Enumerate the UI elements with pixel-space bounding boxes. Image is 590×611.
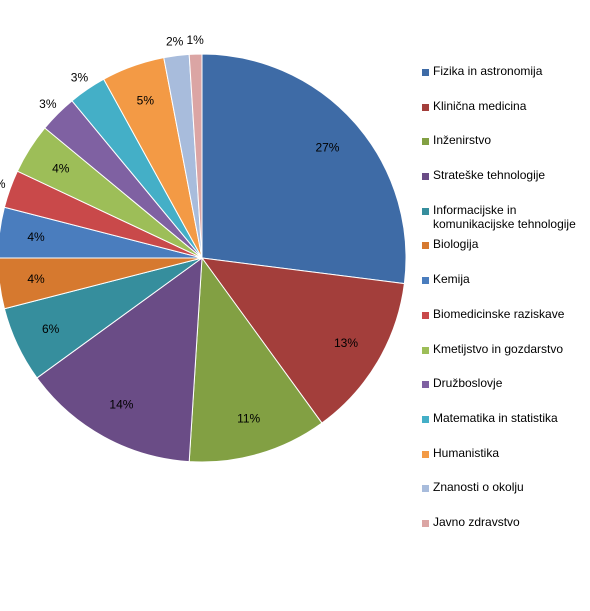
legend-swatch bbox=[422, 381, 429, 389]
pie-slice-javno-zdravstvo bbox=[188, 53, 203, 259]
pie-data-label-znanosti-o-okolju: 2% bbox=[166, 35, 184, 49]
pie-slice-biologija bbox=[0, 257, 203, 310]
legend-item-biologija: Biologija bbox=[422, 237, 590, 272]
legend-item-fizika-in-astronomija: Fizika in astronomija bbox=[422, 64, 590, 99]
legend-swatch bbox=[422, 415, 429, 423]
legend-swatch bbox=[422, 69, 429, 76]
legend-swatch bbox=[422, 242, 429, 250]
chart-legend: Fizika in astronomija Klinična medicina In… bbox=[422, 64, 590, 550]
pie-data-label-javno-zdravstvo: 1% bbox=[186, 33, 204, 47]
legend-swatch bbox=[422, 173, 429, 181]
pie-data-label-kmetijstvo-in-gozdarstvo: 4% bbox=[52, 161, 70, 175]
legend-swatch bbox=[422, 138, 429, 146]
legend-label: Znanosti o okolju bbox=[433, 480, 524, 495]
legend-label: Kmetijstvo in gozdarstvo bbox=[433, 341, 564, 356]
legend-swatch bbox=[422, 519, 429, 527]
legend-label: Biomedicinske raziskave bbox=[433, 306, 565, 321]
legend-swatch bbox=[422, 103, 429, 111]
legend-item-znanosti-o-okolju: Znanosti o okolju bbox=[422, 480, 590, 515]
pie-data-labels: 27% 13% 11% 14% 6% 4% 4% 3% 4% 3% 3% 5% 2%1% bbox=[0, 33, 358, 426]
legend-swatch bbox=[422, 450, 429, 458]
pie-data-label-druzboslovje: 3% bbox=[39, 97, 57, 111]
legend-item-humanistika: Humanistika bbox=[422, 446, 590, 481]
legend-label: Javno zdravstvo bbox=[433, 514, 520, 529]
legend-item-strateske-tehnologije: Strateške tehnologije bbox=[422, 168, 590, 203]
legend-item-javno-zdravstvo: Javno zdravstvo bbox=[422, 515, 590, 550]
legend-item-biomedicinske-raziskave: Biomedicinske raziskave bbox=[422, 307, 590, 342]
legend-item-druzboslovje: Družboslovje bbox=[422, 376, 590, 411]
legend-label: Humanistika bbox=[433, 445, 500, 460]
legend-swatch bbox=[422, 277, 429, 285]
legend-item-informacijske-in-komunikacijske-tehnologije: Informacijske in komunikacijske tehnolog… bbox=[422, 203, 590, 238]
legend-swatch bbox=[422, 485, 429, 493]
legend-label: Fizika in astronomija bbox=[433, 64, 543, 78]
pie-data-label-inzenirstvo: 11% bbox=[237, 412, 260, 426]
legend-label: Klinična medicina bbox=[433, 98, 527, 113]
pie-data-label-biologija: 4% bbox=[27, 272, 45, 286]
pie-slice-fizika-in-astronomija bbox=[201, 53, 407, 285]
pie-data-label-biomedicinske-raziskave: 3% bbox=[0, 177, 6, 191]
legend-swatch bbox=[422, 346, 429, 354]
pie-slice-inzenirstvo bbox=[188, 256, 323, 463]
legend-label: Inženirstvo bbox=[433, 133, 492, 148]
pie-data-label-matematika-in-statistika: 3% bbox=[71, 71, 89, 85]
pie-data-label-humanistika: 5% bbox=[137, 94, 155, 108]
legend-label: Biologija bbox=[433, 237, 479, 252]
legend-label: Družboslovje bbox=[433, 376, 503, 391]
pie-data-label-informacijske-in-komunikacijske-tehnologije: 6% bbox=[42, 322, 60, 336]
legend-item-kmetijstvo-in-gozdarstvo: Kmetijstvo in gozdarstvo bbox=[422, 342, 590, 377]
pie-data-label-klinicna-medicina: 13% bbox=[334, 336, 358, 350]
legend-item-matematika-in-statistika: Matematika in statistika bbox=[422, 411, 590, 446]
legend-item-klinicna-medicina: Klinična medicina bbox=[422, 99, 590, 134]
legend-item-inzenirstvo: Inženirstvo bbox=[422, 133, 590, 168]
pie-slice-strateske-tehnologije bbox=[36, 256, 203, 463]
pie-data-label-strateske-tehnologije: 14% bbox=[109, 398, 133, 412]
pie-data-label-fizika-in-astronomija: 27% bbox=[315, 140, 339, 154]
pie-slice-klinicna-medicina bbox=[200, 257, 405, 424]
legend-swatch bbox=[422, 311, 429, 319]
pie-slices bbox=[0, 53, 407, 463]
legend-label: Strateške tehnologije bbox=[433, 168, 546, 183]
legend-item-kemija: Kemija bbox=[422, 272, 590, 307]
legend-label: Matematika in statistika bbox=[433, 410, 558, 425]
pie-data-label-kemija: 4% bbox=[27, 230, 45, 244]
legend-label: Kemija bbox=[433, 272, 470, 287]
legend-label: Informacijske in komunikacijske tehnolog… bbox=[433, 202, 576, 231]
legend-swatch bbox=[422, 207, 429, 215]
